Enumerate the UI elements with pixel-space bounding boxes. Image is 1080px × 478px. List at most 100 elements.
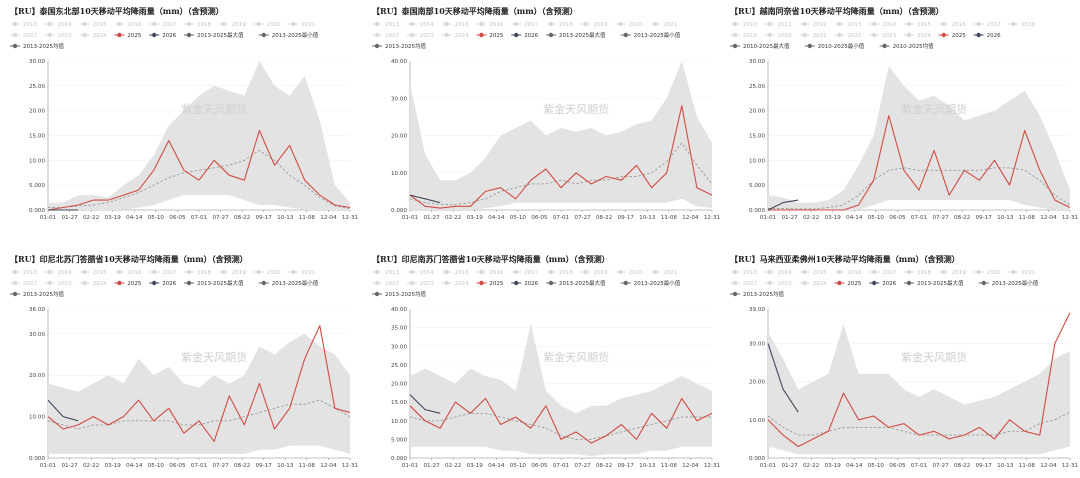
legend-item[interactable]: 2014 [44, 21, 72, 28]
legend-item[interactable]: 2026 [511, 32, 539, 39]
legend-item[interactable]: 2026 [973, 32, 1001, 39]
legend-item[interactable]: 2025 [476, 32, 504, 39]
legend-item[interactable]: 2016 [476, 269, 504, 276]
legend-item[interactable]: 2026 [149, 32, 177, 39]
legend-item[interactable]: 2015 [441, 21, 469, 28]
legend-item[interactable]: 2013 [10, 269, 37, 276]
legend-item[interactable]: 2015 [79, 21, 107, 28]
legend-item[interactable]: 2020 [253, 269, 281, 276]
legend-item[interactable]: 2013-2025均值 [10, 290, 64, 298]
legend-item[interactable]: 2010-2025最大值 [730, 42, 790, 50]
legend-item[interactable]: 2026 [869, 280, 897, 287]
legend-item[interactable]: 2017 [511, 269, 539, 276]
legend-item[interactable]: 2013-2025最大值 [184, 31, 244, 39]
legend-item[interactable]: 2011 [764, 21, 792, 28]
legend-item[interactable]: 2020 [615, 21, 643, 28]
legend-item[interactable]: 2021 [288, 21, 315, 28]
legend-item[interactable]: 2015 [79, 269, 107, 276]
legend-item[interactable]: 2015 [799, 269, 827, 276]
legend-item[interactable]: 2021 [288, 269, 315, 276]
legend-item[interactable]: 2025 [114, 280, 142, 287]
legend-item[interactable]: 2013-2025最大值 [184, 279, 244, 287]
legend-item[interactable]: 2010-2025最小值 [804, 42, 865, 50]
legend-item[interactable]: 2014 [869, 21, 897, 28]
legend-item[interactable]: 2016 [114, 21, 142, 28]
legend-item[interactable]: 2016 [476, 21, 504, 28]
legend-item[interactable]: 2022 [834, 32, 861, 39]
legend-item[interactable]: 2016 [834, 269, 862, 276]
legend-item[interactable]: 2021 [650, 269, 677, 276]
legend-item[interactable]: 2024 [441, 280, 469, 287]
legend-item[interactable]: 2013-2025最小值 [258, 31, 319, 39]
legend-item[interactable]: 2020 [253, 21, 281, 28]
legend-item[interactable]: 2013-2025最大值 [904, 279, 964, 287]
legend-item[interactable]: 2014 [764, 269, 792, 276]
legend-item[interactable]: 2017 [149, 269, 177, 276]
legend-item[interactable]: 2020 [764, 32, 792, 39]
legend-item[interactable]: 2022 [730, 280, 757, 287]
legend-item[interactable]: 2013 [372, 269, 399, 276]
legend-item[interactable]: 2013-2025最小值 [620, 279, 681, 287]
legend-item[interactable]: 2017 [869, 269, 897, 276]
legend-item[interactable]: 2024 [904, 32, 931, 39]
legend-item[interactable]: 2023 [764, 280, 792, 287]
legend-item[interactable]: 2023 [869, 32, 897, 39]
legend-item[interactable]: 2023 [406, 32, 434, 39]
legend-item[interactable]: 2018 [546, 269, 573, 276]
legend-item[interactable]: 2024 [799, 280, 827, 287]
legend-item[interactable]: 2018 [904, 269, 931, 276]
legend-item[interactable]: 2026 [511, 280, 539, 287]
legend-item[interactable]: 2023 [44, 32, 72, 39]
legend-item[interactable]: 2013 [10, 21, 37, 28]
legend-item[interactable]: 2019 [580, 21, 608, 28]
legend-item[interactable]: 2013-2025均值 [10, 42, 64, 50]
legend-item[interactable]: 2013-2025最小值 [978, 279, 1039, 287]
legend-item[interactable]: 2013 [834, 21, 862, 28]
legend-item[interactable]: 2019 [580, 269, 608, 276]
legend-item[interactable]: 2019 [938, 269, 966, 276]
legend-item[interactable]: 2013-2025最大值 [546, 279, 606, 287]
legend-item[interactable]: 2013-2025均值 [372, 42, 426, 50]
legend-item[interactable]: 2013 [730, 269, 757, 276]
legend-item[interactable]: 2025 [476, 280, 504, 287]
legend-item[interactable]: 2021 [650, 21, 677, 28]
legend-item[interactable]: 2014 [406, 21, 434, 28]
legend-item[interactable]: 2019 [218, 21, 246, 28]
legend-item[interactable]: 2022 [372, 32, 399, 39]
legend-item[interactable]: 2020 [973, 269, 1001, 276]
legend-item[interactable]: 2023 [44, 280, 72, 287]
legend-item[interactable]: 2025 [114, 32, 142, 39]
legend-item[interactable]: 2013-2025最大值 [546, 31, 606, 39]
legend-item[interactable]: 2013 [372, 21, 399, 28]
legend-item[interactable]: 2016 [114, 269, 142, 276]
legend-item[interactable]: 2023 [406, 280, 434, 287]
legend-item[interactable]: 2022 [10, 280, 37, 287]
legend-item[interactable]: 2026 [149, 280, 177, 287]
legend-item[interactable]: 2025 [938, 32, 966, 39]
legend-item[interactable]: 2015 [904, 21, 931, 28]
legend-item[interactable]: 2025 [834, 280, 862, 287]
legend-item[interactable]: 2019 [218, 269, 246, 276]
legend-item[interactable]: 2017 [149, 21, 177, 28]
legend-item[interactable]: 2012 [799, 21, 827, 28]
legend-item[interactable]: 2013-2025最小值 [620, 31, 681, 39]
legend-item[interactable]: 2014 [406, 269, 434, 276]
legend-item[interactable]: 2018 [184, 21, 211, 28]
legend-item[interactable]: 2024 [79, 32, 107, 39]
legend-item[interactable]: 2015 [441, 269, 469, 276]
legend-item[interactable]: 2022 [372, 280, 399, 287]
legend-item[interactable]: 2024 [79, 280, 107, 287]
legend-item[interactable]: 2013-2025均值 [372, 290, 426, 298]
legend-item[interactable]: 2014 [44, 269, 72, 276]
legend-item[interactable]: 2017 [973, 21, 1001, 28]
legend-item[interactable]: 2010-2025均值 [879, 42, 934, 50]
legend-item[interactable]: 2021 [1008, 269, 1035, 276]
legend-item[interactable]: 2018 [184, 269, 211, 276]
legend-item[interactable]: 2010 [730, 21, 757, 28]
legend-item[interactable]: 2016 [938, 21, 966, 28]
legend-item[interactable]: 2021 [799, 32, 827, 39]
legend-item[interactable]: 2013-2025最小值 [258, 279, 319, 287]
legend-item[interactable]: 2017 [511, 21, 539, 28]
legend-item[interactable]: 2020 [615, 269, 643, 276]
legend-item[interactable]: 2018 [546, 21, 573, 28]
